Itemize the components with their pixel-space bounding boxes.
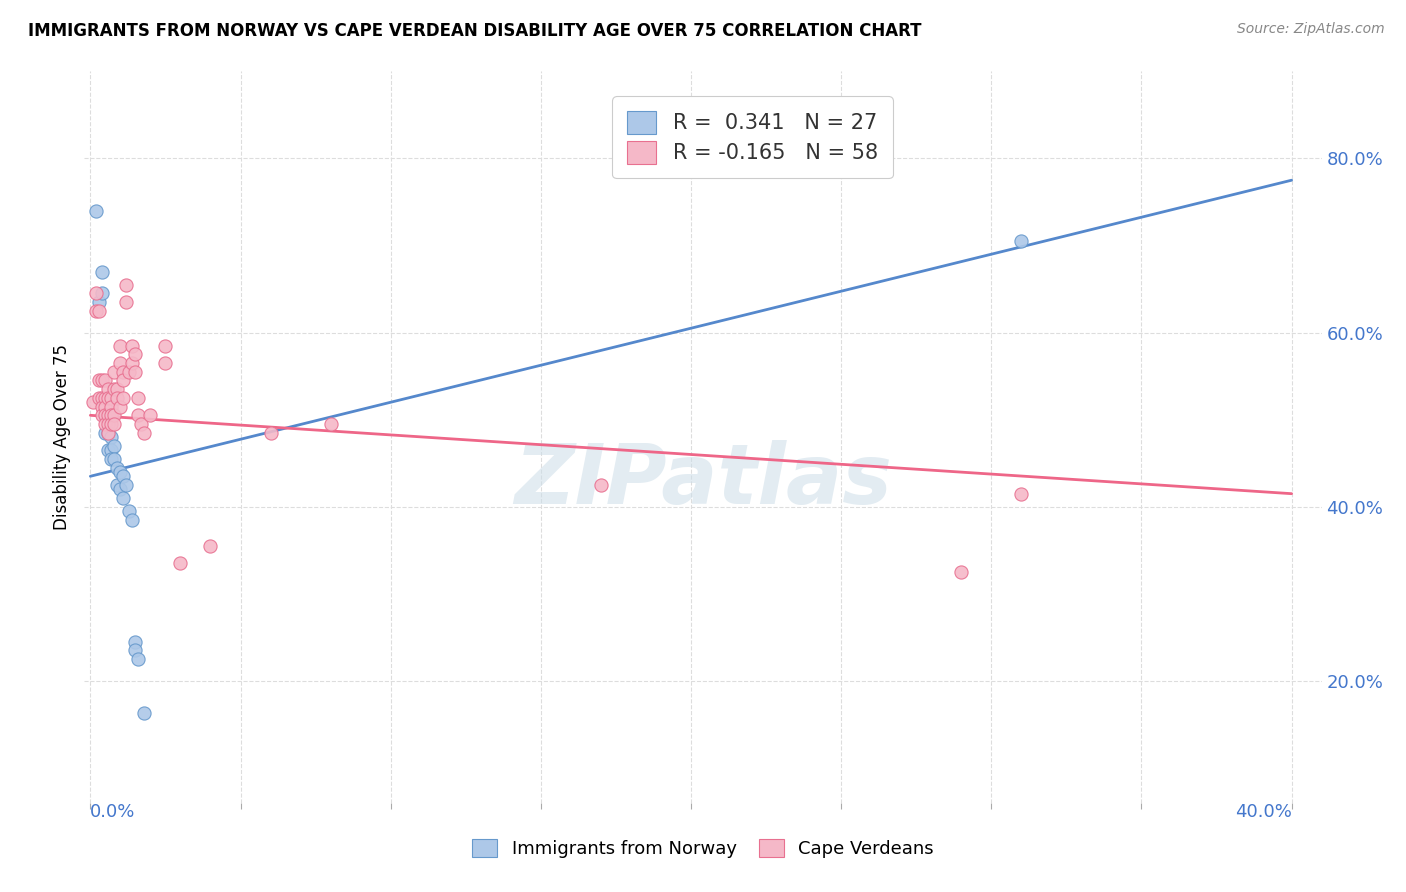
Point [118,504,141,518]
Point [124,634,146,648]
Point [169,557,191,571]
Point [86,203,108,218]
Point [105,460,128,475]
Point [100,409,122,423]
Point [127,409,149,423]
Point [97,409,120,423]
Point [94,391,117,405]
Point [118,365,141,379]
Point [259,425,281,440]
Point [86,303,108,318]
Point [100,451,122,466]
Point [100,400,122,414]
Point [103,382,125,396]
Point [100,430,122,444]
Point [89,391,111,405]
Point [97,391,120,405]
Point [1010,486,1032,500]
Point [112,491,135,505]
Point [124,347,146,361]
Point [124,643,146,657]
Point [97,382,120,396]
Point [319,417,342,431]
Point [950,565,973,579]
Point [115,277,138,292]
Point [94,417,117,431]
Point [110,483,132,497]
Point [103,451,125,466]
Point [134,425,156,440]
Point [94,409,117,423]
Point [82,395,104,409]
Point [131,417,153,431]
Point [97,425,120,440]
Legend: Immigrants from Norway, Cape Verdeans: Immigrants from Norway, Cape Verdeans [463,830,943,867]
Text: 0.0%: 0.0% [90,803,136,821]
Point [94,409,117,423]
Point [89,295,111,310]
Point [127,391,149,405]
Point [110,465,132,479]
Point [110,400,132,414]
Point [103,417,125,431]
Point [103,439,125,453]
Point [105,478,128,492]
Y-axis label: Disability Age Over 75: Disability Age Over 75 [53,344,72,530]
Point [103,409,125,423]
Point [94,374,117,388]
Point [105,382,128,396]
Point [91,400,114,414]
Point [103,365,125,379]
Point [115,478,138,492]
Point [91,391,114,405]
Point [105,391,128,405]
Point [1010,234,1032,248]
Point [134,706,156,720]
Point [139,409,162,423]
Text: 40.0%: 40.0% [1234,803,1292,821]
Point [91,374,114,388]
Point [86,286,108,301]
Point [94,425,117,440]
Point [100,391,122,405]
Point [100,417,122,431]
Point [91,286,114,301]
Point [97,425,120,440]
Point [155,356,177,370]
Point [112,374,135,388]
Point [121,513,143,527]
Point [155,339,177,353]
Text: IMMIGRANTS FROM NORWAY VS CAPE VERDEAN DISABILITY AGE OVER 75 CORRELATION CHART: IMMIGRANTS FROM NORWAY VS CAPE VERDEAN D… [28,22,921,40]
Point [94,400,117,414]
Point [112,469,135,483]
Point [97,417,120,431]
Point [121,339,143,353]
Point [97,443,120,458]
Point [589,478,612,492]
Point [112,391,135,405]
Point [89,374,111,388]
Point [91,265,114,279]
Point [112,365,135,379]
Point [91,409,114,423]
Point [121,356,143,370]
Point [124,365,146,379]
Text: Source: ZipAtlas.com: Source: ZipAtlas.com [1237,22,1385,37]
Point [110,356,132,370]
Point [89,303,111,318]
Text: ZIPatlas: ZIPatlas [515,441,891,522]
Point [100,443,122,458]
Point [115,295,138,310]
Point [127,652,149,666]
Point [110,339,132,353]
Point [200,539,222,553]
